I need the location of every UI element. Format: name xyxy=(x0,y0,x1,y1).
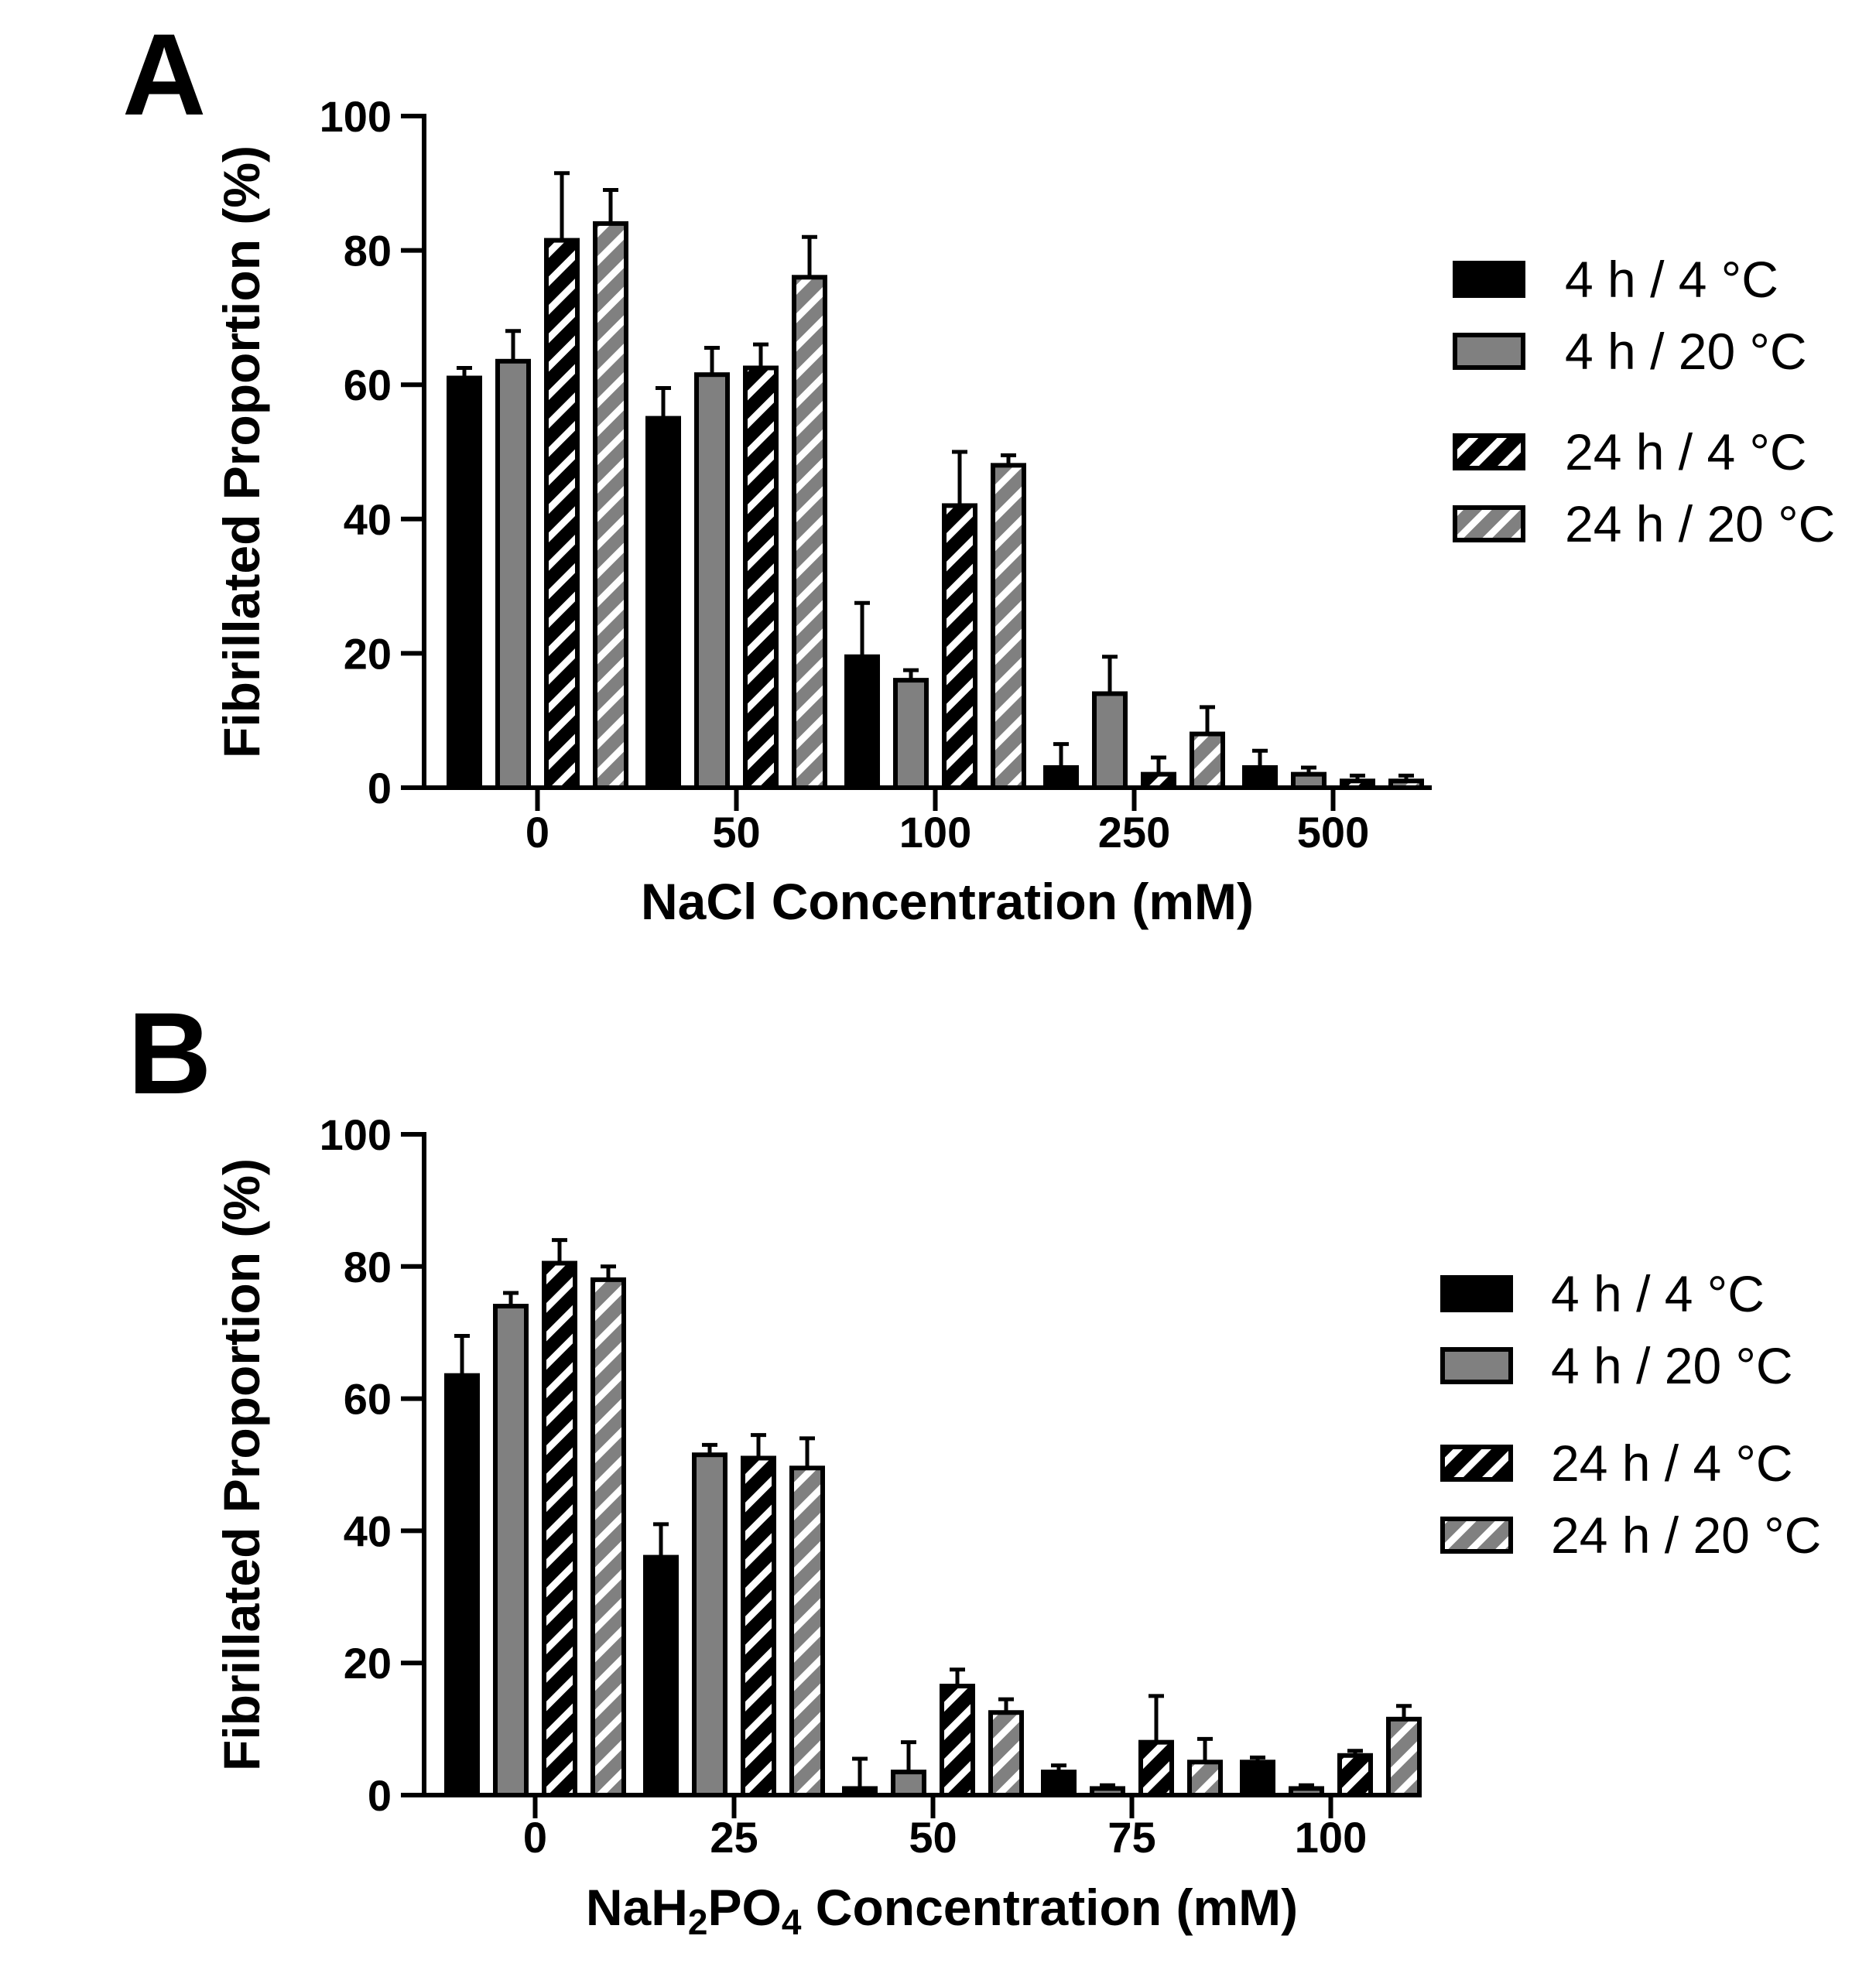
bar-hatched-gray-50 xyxy=(988,1710,1024,1797)
legend-label: 4 h / 20 °C xyxy=(1551,1337,1793,1394)
x-axis-title-subscript: 4 xyxy=(782,1902,802,1942)
bar-solid-black-250 xyxy=(1043,764,1079,791)
legend-label: 4 h / 20 °C xyxy=(1565,323,1807,380)
bar-solid-gray-100 xyxy=(893,678,929,790)
y-tick-label: 0 xyxy=(368,1771,392,1820)
y-tick-label: 0 xyxy=(368,764,392,812)
bar-hatched-gray-250 xyxy=(1190,731,1225,790)
bar-hatched-black-0 xyxy=(542,1260,577,1797)
bar-solid-black-0 xyxy=(447,375,482,790)
legend-swatch-solid-gray xyxy=(1453,333,1525,370)
bar-solid-black-100 xyxy=(844,654,880,790)
bar-hatched-gray-0 xyxy=(593,221,628,790)
y-tick-label: 40 xyxy=(344,495,392,544)
x-axis-title-part: NaH xyxy=(586,1879,688,1936)
bar-solid-gray-50 xyxy=(694,372,730,790)
x-tick-label: 100 xyxy=(899,808,971,857)
y-tick-label: 20 xyxy=(344,1639,392,1688)
y-tick-label: 100 xyxy=(320,1110,392,1159)
x-axis-title: NaH2PO4 Concentration (mM) xyxy=(586,1879,1298,1942)
panel-letter-b: B xyxy=(128,988,211,1118)
legend-label: 24 h / 20 °C xyxy=(1551,1506,1821,1564)
bar-hatched-black-50 xyxy=(743,365,779,790)
bar-hatched-gray-100 xyxy=(991,463,1026,790)
bar-hatched-black-75 xyxy=(1138,1739,1174,1797)
y-tick-label: 20 xyxy=(344,629,392,678)
legend-swatch-solid-black xyxy=(1440,1275,1513,1312)
y-tick-label: 80 xyxy=(344,227,392,275)
x-tick-label: 0 xyxy=(523,1813,547,1862)
bar-hatched-gray-50 xyxy=(792,275,827,790)
legend-label: 24 h / 20 °C xyxy=(1565,495,1835,552)
bar-hatched-black-25 xyxy=(741,1455,776,1797)
y-axis-title: Fibrillated Proportion (%) xyxy=(213,145,270,758)
panel-a-chart: 0 20 40 60 80 100 0 50 100 250 500 NaCl Concentrati… xyxy=(213,92,1835,930)
bar-hatched-black-100 xyxy=(1337,1753,1373,1798)
y-tick-label: 40 xyxy=(344,1506,392,1555)
x-tick-label: 25 xyxy=(710,1813,758,1862)
bar-solid-gray-0 xyxy=(493,1304,529,1798)
y-tick-label: 60 xyxy=(344,1375,392,1424)
bar-hatched-gray-25 xyxy=(789,1465,825,1798)
bar-solid-black-75 xyxy=(1041,1770,1077,1798)
x-axis-title-part: PO xyxy=(708,1879,782,1936)
bar-solid-black-0 xyxy=(444,1373,480,1797)
legend-label: 4 h / 4 °C xyxy=(1551,1265,1765,1322)
legend-label: 24 h / 4 °C xyxy=(1551,1435,1793,1492)
bar-solid-gray-50 xyxy=(891,1770,926,1798)
bar-solid-black-25 xyxy=(643,1554,679,1798)
bar-hatched-black-0 xyxy=(544,238,580,790)
x-tick-label: 0 xyxy=(525,808,549,857)
legend-swatch-hatched-gray xyxy=(1453,505,1525,542)
bar-solid-gray-25 xyxy=(692,1452,727,1797)
bar-hatched-black-50 xyxy=(940,1684,975,1798)
legend-label: 24 h / 4 °C xyxy=(1565,423,1807,481)
x-tick-label: 500 xyxy=(1297,808,1369,857)
bar-hatched-black-100 xyxy=(942,503,977,790)
bar-hatched-gray-0 xyxy=(591,1277,626,1797)
x-axis-title: NaCl Concentration (mM) xyxy=(641,873,1254,930)
legend-swatch-hatched-black xyxy=(1440,1445,1513,1482)
x-axis-title-subscript: 2 xyxy=(688,1902,708,1942)
legend-swatch-solid-gray xyxy=(1440,1347,1513,1384)
bar-hatched-gray-100 xyxy=(1386,1716,1422,1798)
legend-swatch-hatched-black xyxy=(1453,433,1525,470)
x-tick-label: 100 xyxy=(1295,1813,1367,1862)
panel-letter-a: A xyxy=(122,9,206,139)
legend-swatch-hatched-gray xyxy=(1440,1517,1513,1554)
bar-hatched-gray-75 xyxy=(1187,1760,1223,1798)
x-tick-label: 250 xyxy=(1098,808,1170,857)
bar-solid-black-500 xyxy=(1242,764,1278,791)
bar-solid-gray-250 xyxy=(1092,691,1128,790)
legend-swatch-solid-black xyxy=(1453,261,1525,298)
bar-solid-black-50 xyxy=(645,416,681,790)
x-tick-label: 50 xyxy=(712,808,760,857)
y-tick-label: 80 xyxy=(344,1243,392,1291)
bar-solid-black-100 xyxy=(1240,1760,1275,1798)
y-tick-label: 100 xyxy=(320,92,392,141)
x-tick-label: 50 xyxy=(909,1813,957,1862)
y-axis-title: Fibrillated Proportion (%) xyxy=(213,1158,270,1771)
panel-b-chart: 0 20 40 60 80 100 0 25 50 75 100 NaH2PO4 Concentrat… xyxy=(213,1110,1821,1942)
y-tick-label: 60 xyxy=(344,361,392,409)
x-axis-title-part: Concentration (mM) xyxy=(801,1879,1298,1936)
legend-label: 4 h / 4 °C xyxy=(1565,251,1778,308)
bar-solid-gray-0 xyxy=(495,358,531,790)
x-tick-label: 75 xyxy=(1107,1813,1155,1862)
